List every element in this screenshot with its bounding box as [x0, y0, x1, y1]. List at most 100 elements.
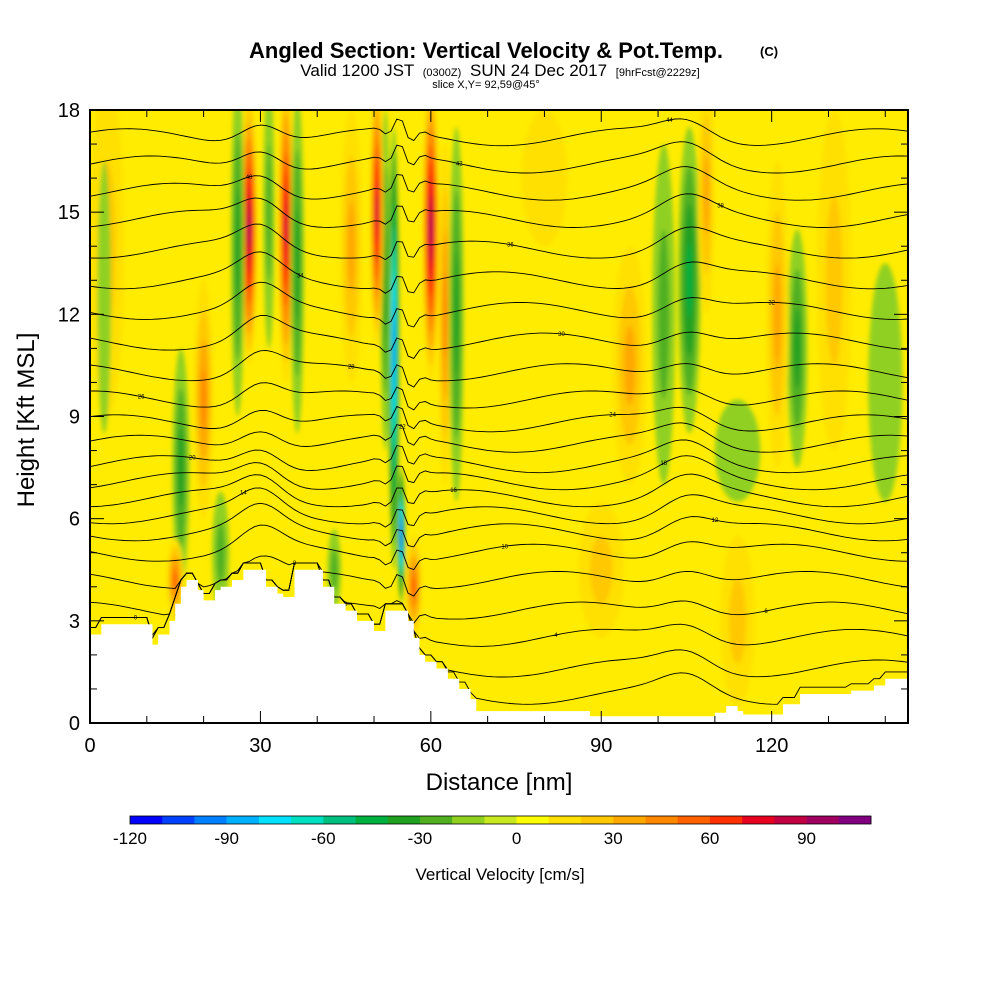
isentrope-label: 40 [246, 175, 253, 181]
colorbar-swatch [838, 816, 872, 824]
velocity-cell [172, 348, 190, 587]
isentrope-line [90, 349, 908, 388]
x-tick-label: 0 [84, 735, 95, 757]
colorbar-swatch [548, 816, 582, 824]
y-tick-label: 0 [69, 713, 80, 735]
velocity-contour-5-9 [393, 323, 395, 373]
y-tick-label: 3 [69, 611, 80, 633]
velocity-cell [438, 144, 452, 485]
velocity-cell [97, 161, 112, 434]
plot-area: 0246810121416182022242628303234363840424… [90, 110, 908, 723]
isentrope-label: 44 [666, 118, 673, 124]
colorbar-swatch [194, 816, 227, 824]
velocity-cell [868, 263, 903, 502]
velocity-contour-21-4 [686, 241, 693, 319]
colorbar-swatch [613, 816, 646, 824]
isentrope-line [90, 562, 908, 624]
subtitle-utc: (0300Z) [423, 67, 462, 79]
velocity-cell [677, 127, 701, 434]
isentrope-11: 22 [90, 422, 908, 453]
velocity-cell [263, 110, 275, 349]
isentrope-label: 4 [554, 633, 558, 639]
velocity-contour-4-2 [266, 144, 272, 281]
isentrope-17: 34 [90, 251, 908, 294]
colorbar-swatch [677, 816, 711, 824]
isentrope-15: 30 [90, 315, 908, 359]
colorbar-tick-labels: -120 -90 -60 -30 0 30 60 90 [113, 829, 816, 848]
colorbar-swatch [130, 816, 163, 824]
isentrope-label: 18 [660, 461, 667, 467]
isentrope-line [90, 223, 908, 261]
velocity-contour-2-3 [235, 189, 240, 303]
isentrope-8: 16 [90, 473, 908, 508]
isentrope-label: 8 [293, 561, 297, 567]
velocity-contour-17-3 [347, 200, 356, 292]
isentrope-line [90, 166, 908, 201]
isentrope-label: 26 [138, 395, 145, 401]
velocity-cell [765, 161, 789, 468]
isentrope-7: 14 [90, 487, 908, 528]
terrain [90, 569, 908, 723]
axis-ticks [89, 109, 908, 724]
x-tick-label: 90 [590, 735, 612, 757]
velocity-contour-23-2 [658, 229, 670, 400]
isentropes: 0246810121416182022242628303234363840424… [90, 118, 908, 705]
y-tick-label: 12 [58, 304, 80, 326]
isentrope-3: 6 [90, 562, 908, 624]
chart-title-group: Angled Section: Vertical Velocity & Pot.… [249, 38, 778, 91]
isentrope-line [90, 315, 908, 359]
colorbar-tick-label: 0 [512, 829, 521, 848]
colorbar-swatch [742, 816, 775, 824]
colorbar-swatch [452, 816, 485, 824]
isentrope-9: 18 [90, 455, 908, 491]
y-tick-label: 15 [58, 202, 80, 224]
isentrope-label: 20 [189, 456, 196, 462]
colorbar-tick-label: 60 [700, 829, 719, 848]
isentrope-line [90, 141, 908, 174]
velocity-cell [405, 535, 423, 638]
isentrope-label: 14 [240, 491, 247, 497]
velocity-cell [193, 280, 214, 519]
velocity-contour-0-9 [248, 214, 251, 245]
velocity-cell [817, 110, 852, 451]
isentrope-line [90, 193, 908, 228]
velocity-contour-27-2 [825, 195, 843, 366]
colorbar-swatch [323, 816, 356, 824]
isentrope-6: 12 [90, 502, 908, 548]
velocity-cell [397, 467, 406, 604]
x-tick-label: 60 [420, 735, 442, 757]
isentrope-label: 38 [717, 203, 724, 209]
velocity-contour-18-2 [330, 549, 338, 591]
velocity-contour-9-9 [429, 212, 432, 247]
chart-title-suffix: (C) [760, 44, 778, 59]
subtitle-date: SUN 24 Dec 2017 [470, 61, 607, 80]
velocity-contour-29-1 [868, 263, 903, 502]
isentrope-line [90, 487, 908, 528]
velocity-contour-3-3 [295, 206, 300, 321]
velocity-contour-15-5 [173, 571, 177, 589]
x-tick-label: 120 [755, 735, 788, 757]
isentrope-19: 38 [90, 193, 908, 228]
x-tick-labels: 0 30 60 90 120 [84, 735, 788, 757]
isentrope-line [90, 524, 908, 571]
isentrope-line [90, 473, 908, 508]
velocity-contour-30-2 [589, 535, 613, 604]
velocity-cell [521, 110, 568, 247]
colorbar-swatch [419, 816, 453, 824]
velocity-cell [714, 399, 761, 502]
isentrope-5: 10 [90, 524, 908, 571]
colorbar-swatch [484, 816, 517, 824]
velocity-cell [370, 110, 384, 349]
isentrope-line [90, 382, 908, 411]
isentrope-12: 24 [90, 405, 908, 433]
isentrope-21: 42 [90, 141, 908, 174]
velocity-contour-10-4 [443, 271, 447, 357]
velocity-contour-25-3 [793, 308, 801, 389]
isentrope-label: 22 [399, 424, 406, 430]
isentrope-label: 32 [768, 300, 775, 306]
colorbar-swatch [258, 816, 292, 824]
isentrope-20: 40 [90, 166, 908, 201]
colorbar-swatch [645, 816, 678, 824]
isentrope-line [90, 502, 908, 548]
velocity-contour-22-3 [703, 155, 710, 235]
